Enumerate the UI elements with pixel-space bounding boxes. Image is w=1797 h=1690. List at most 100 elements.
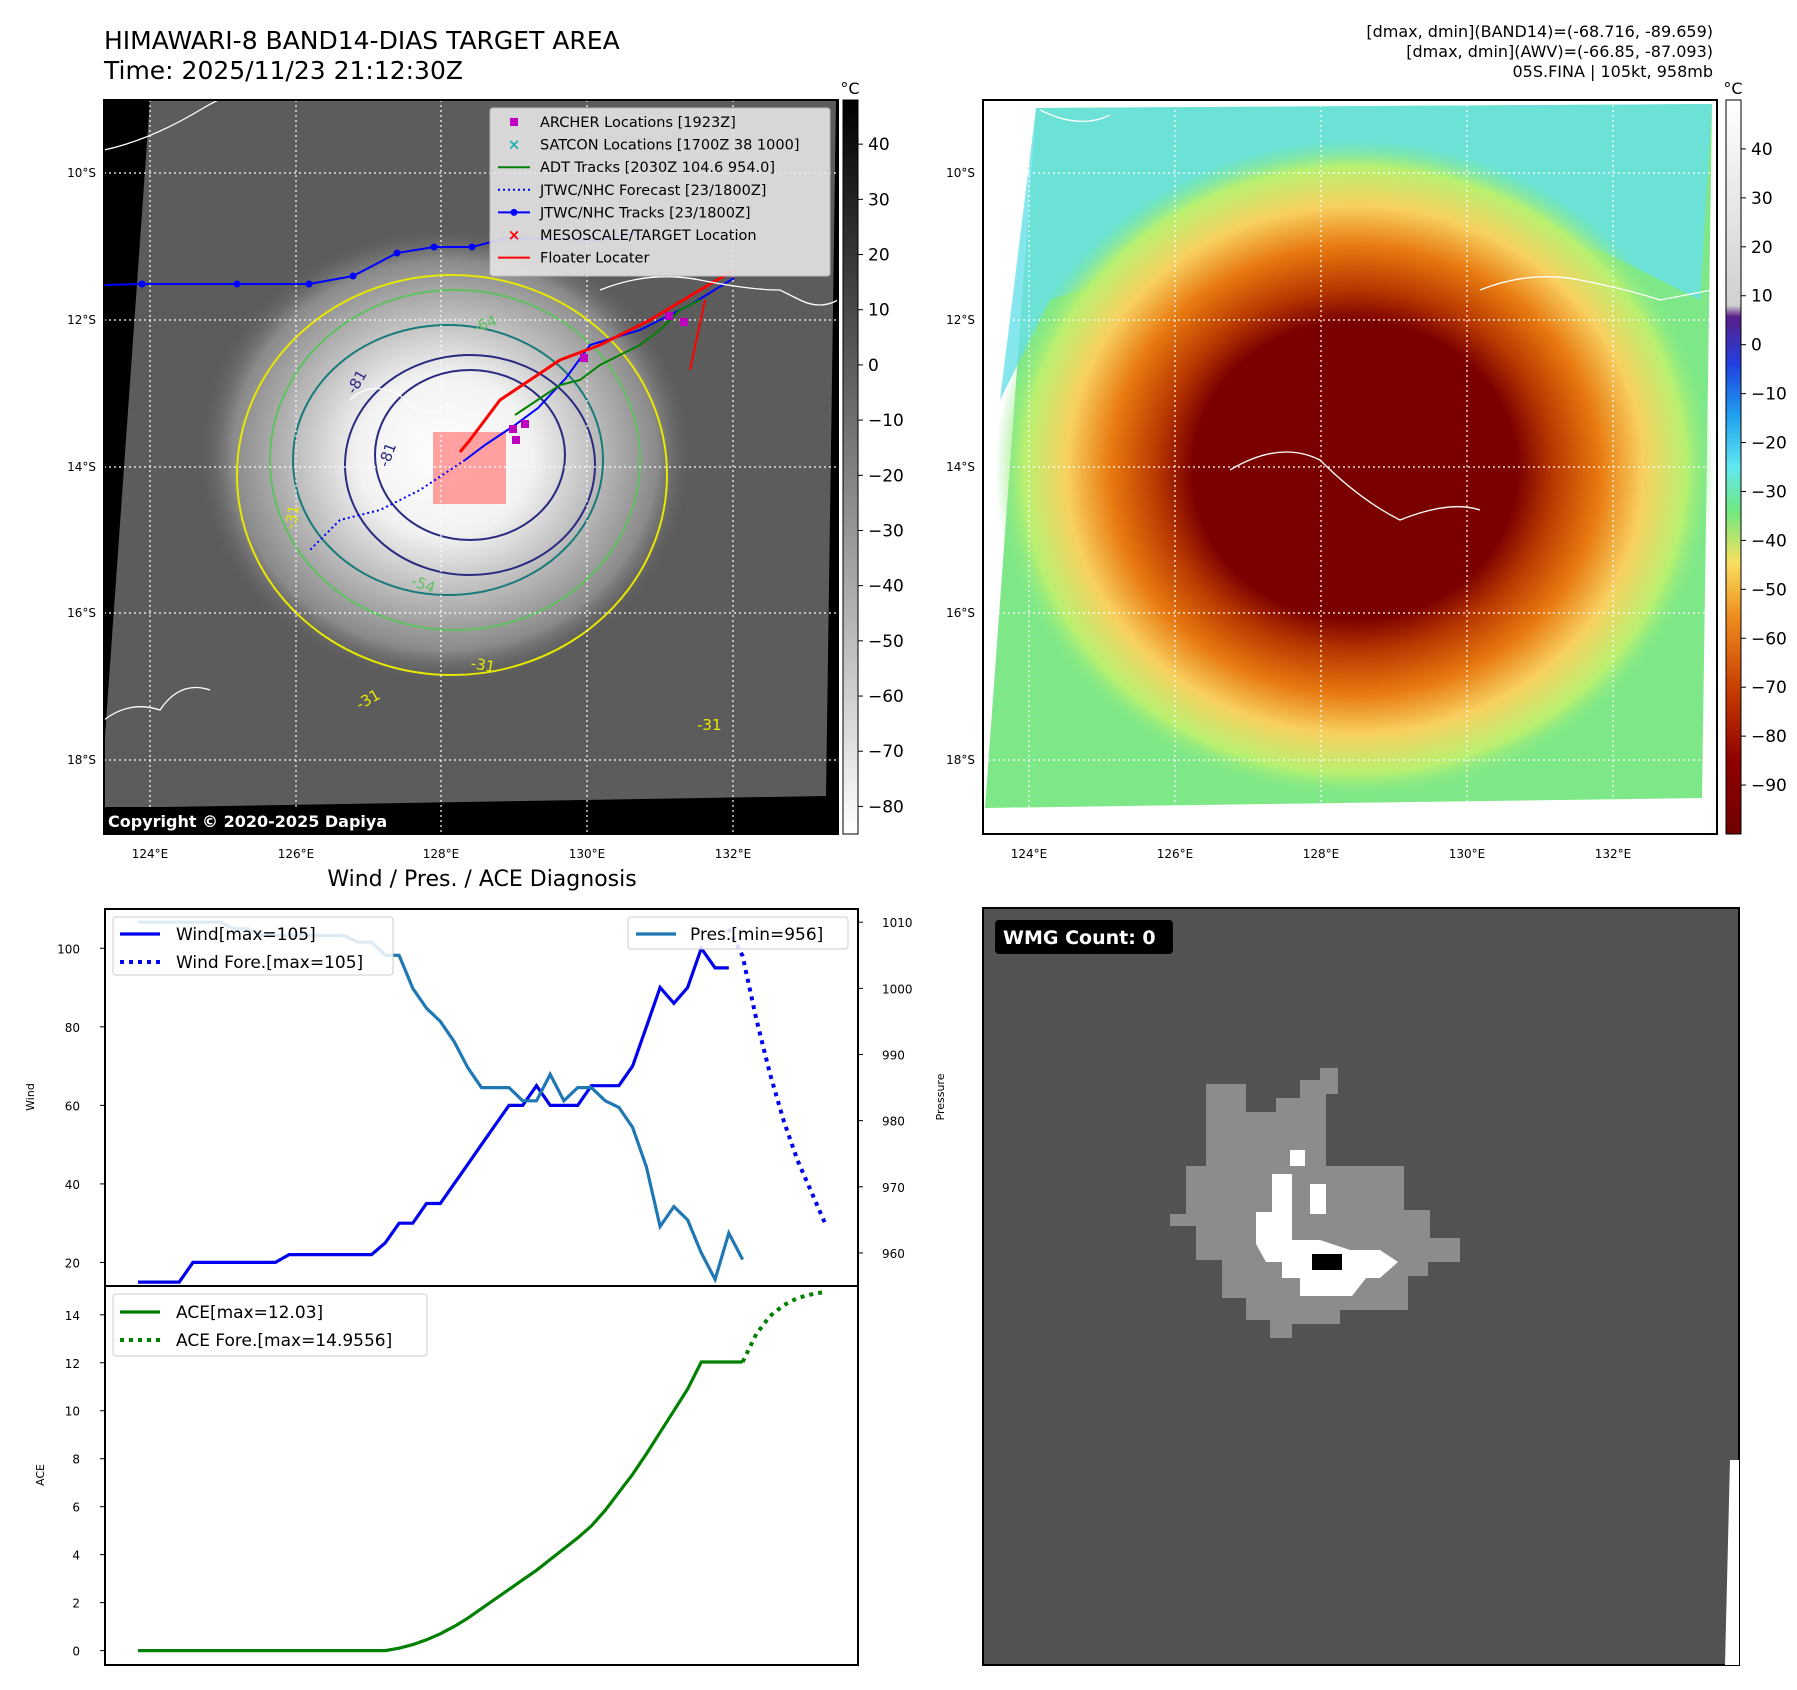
ir-lon-tick: 126°E (278, 847, 315, 861)
colorbar-tick-label: −20 (868, 466, 904, 486)
wmg-blank-edge (1725, 1460, 1739, 1665)
colorbar-tick-label: −70 (868, 742, 904, 762)
awv-lat-tick: 14°S (946, 460, 975, 474)
awv-moist-region (1000, 104, 1712, 400)
colorbar-tick-label: 20 (868, 246, 890, 266)
colorbar-tick-label: 20 (1751, 238, 1773, 258)
jtwc-track-recent (464, 277, 735, 461)
ir-lon-tick: 132°E (715, 847, 752, 861)
coastline (103, 686, 211, 721)
awv-map-border (982, 99, 1718, 835)
copyright-text: Copyright © 2020-2025 Dapiya (108, 812, 387, 831)
jtwc-track-points (138, 243, 476, 288)
wmg-white-region (1256, 1174, 1398, 1296)
ir-lon-tick: 130°E (569, 847, 606, 861)
ir-lon-tick: 128°E (423, 847, 460, 861)
pressure-ytick-label: 990 (882, 1049, 905, 1063)
legend-box (627, 916, 849, 950)
awv-gridlines (983, 100, 1717, 834)
floater-line-branch (689, 299, 706, 371)
ace-ytick-label: 6 (72, 1501, 80, 1515)
legend-box (489, 107, 831, 277)
colorbar-tick-label: 40 (1751, 140, 1773, 160)
floater-line (458, 268, 735, 453)
coastline (1479, 276, 1713, 301)
ir-map: -64 -81 -81 -54 -31 -31 -31 -31 ARCHER L… (103, 91, 839, 835)
legend-marker: × (508, 226, 521, 244)
colorbar-tick-label: −80 (1751, 727, 1787, 747)
wind-legend: Wind[max=105] Wind Fore.[max=105] (112, 916, 394, 976)
colorbar-tick-label: −40 (868, 577, 904, 597)
ace-axis-label: ACE (34, 1464, 47, 1486)
colorbar-tick-label: −40 (1751, 531, 1787, 551)
ir-axis: 124°E 126°E 128°E 130°E 132°E 10°S 12°S … (67, 166, 751, 861)
coastline (1039, 109, 1111, 123)
contour-label: -31 (469, 654, 496, 676)
wmg-count-badge (995, 920, 1173, 954)
awv-colorbar-bar (1725, 99, 1742, 835)
pressure-ytick-label: 980 (882, 1115, 905, 1129)
awv-lon-tick: 130°E (1449, 847, 1486, 861)
archer-markers (509, 312, 688, 444)
colorbar-tick-label: 30 (1751, 189, 1773, 209)
coastline (599, 276, 839, 306)
wmg-black-core (1312, 1254, 1342, 1270)
series-line-0 (138, 944, 729, 1284)
wind-ytick-label: 100 (57, 942, 80, 956)
ir-colorbar: °C 40 30 20 10 0 −10 −20 −30 −40 −50 −60 −70 −80 (840, 79, 904, 835)
ace-ytick-label: 8 (72, 1453, 80, 1467)
legend-label: ARCHER Locations [1923Z] (540, 115, 736, 131)
ir-legend: ARCHER Locations [1923Z] × SATCON Location… (489, 107, 831, 277)
colorbar-tick-label: −60 (868, 687, 904, 707)
awv-lat-tick: 10°S (946, 166, 975, 180)
contour-label: -31 (697, 716, 722, 734)
pressure-legend: Pres.[min=956] (627, 916, 849, 950)
ir-colorbar-unit: °C (840, 79, 859, 98)
legend-box (112, 1293, 428, 1357)
colorbar-tick-label: 30 (868, 190, 890, 210)
ir-lon-tick: 124°E (132, 847, 169, 861)
ir-colorbar-bar (842, 99, 859, 835)
legend-label: Wind[max=105] (176, 925, 316, 945)
figure-title: HIMAWARI-8 BAND14-DIAS TARGET AREA Time:… (104, 26, 620, 86)
colorbar-tick-label: 0 (1751, 336, 1762, 356)
wmg-count-label: WMG Count: 0 (1003, 927, 1156, 949)
wmg-white-region (1310, 1184, 1326, 1214)
legend-marker: × (508, 136, 521, 154)
colorbar-tick-label: −80 (868, 797, 904, 817)
ace-legend: ACE[max=12.03] ACE Fore.[max=14.9556] (112, 1293, 428, 1357)
legend-label: Floater Locater (540, 251, 649, 267)
awv-lat-tick: 12°S (946, 313, 975, 327)
legend-label: ADT Tracks [2030Z 104.6 954.0] (540, 160, 775, 176)
contour-ring (236, 274, 668, 676)
legend-label: ACE[max=12.03] (176, 1303, 323, 1323)
coastline (1229, 451, 1481, 521)
colorbar-tick-label: −20 (1751, 434, 1787, 454)
wind-ytick-label: 20 (65, 1256, 80, 1270)
title-line-2: Time: 2025/11/23 21:12:30Z (104, 56, 463, 85)
meta-band14: [dmax, dmin](BAND14)=(-68.716, -89.659) (1366, 22, 1713, 41)
pressure-ytick-label: 1010 (882, 916, 913, 930)
title-line-1: HIMAWARI-8 BAND14-DIAS TARGET AREA (104, 26, 620, 55)
awv-cloud-shield (995, 140, 1715, 800)
awv-lon-tick: 132°E (1595, 847, 1632, 861)
target-box (433, 432, 506, 504)
contour-ring (292, 324, 604, 596)
ace-ytick-label: 0 (72, 1645, 80, 1659)
colorbar-tick-label: −50 (868, 632, 904, 652)
awv-axis: 124°E 126°E 128°E 130°E 132°E 10°S 12°S … (946, 166, 1631, 861)
awv-lon-tick: 128°E (1303, 847, 1340, 861)
colorbar-tick-label: −60 (1751, 629, 1787, 649)
colorbar-tick-label: −30 (1751, 482, 1787, 502)
colorbar-tick-label: −10 (868, 411, 904, 431)
ir-lat-tick: 10°S (67, 166, 96, 180)
diagnosis-title: Wind / Pres. / ACE Diagnosis (327, 867, 636, 892)
legend-label: MESOSCALE/TARGET Location (540, 228, 757, 244)
wmg-panel: WMG Count: 0 (982, 907, 1740, 1666)
meta-awv: [dmax, dmin](AWV)=(-66.85, -87.093) (1406, 42, 1713, 61)
contour-ring (344, 354, 596, 576)
ace-ytick-label: 14 (65, 1309, 80, 1323)
colorbar-tick-label: 0 (868, 356, 879, 376)
contour-label: -31 (281, 503, 303, 530)
